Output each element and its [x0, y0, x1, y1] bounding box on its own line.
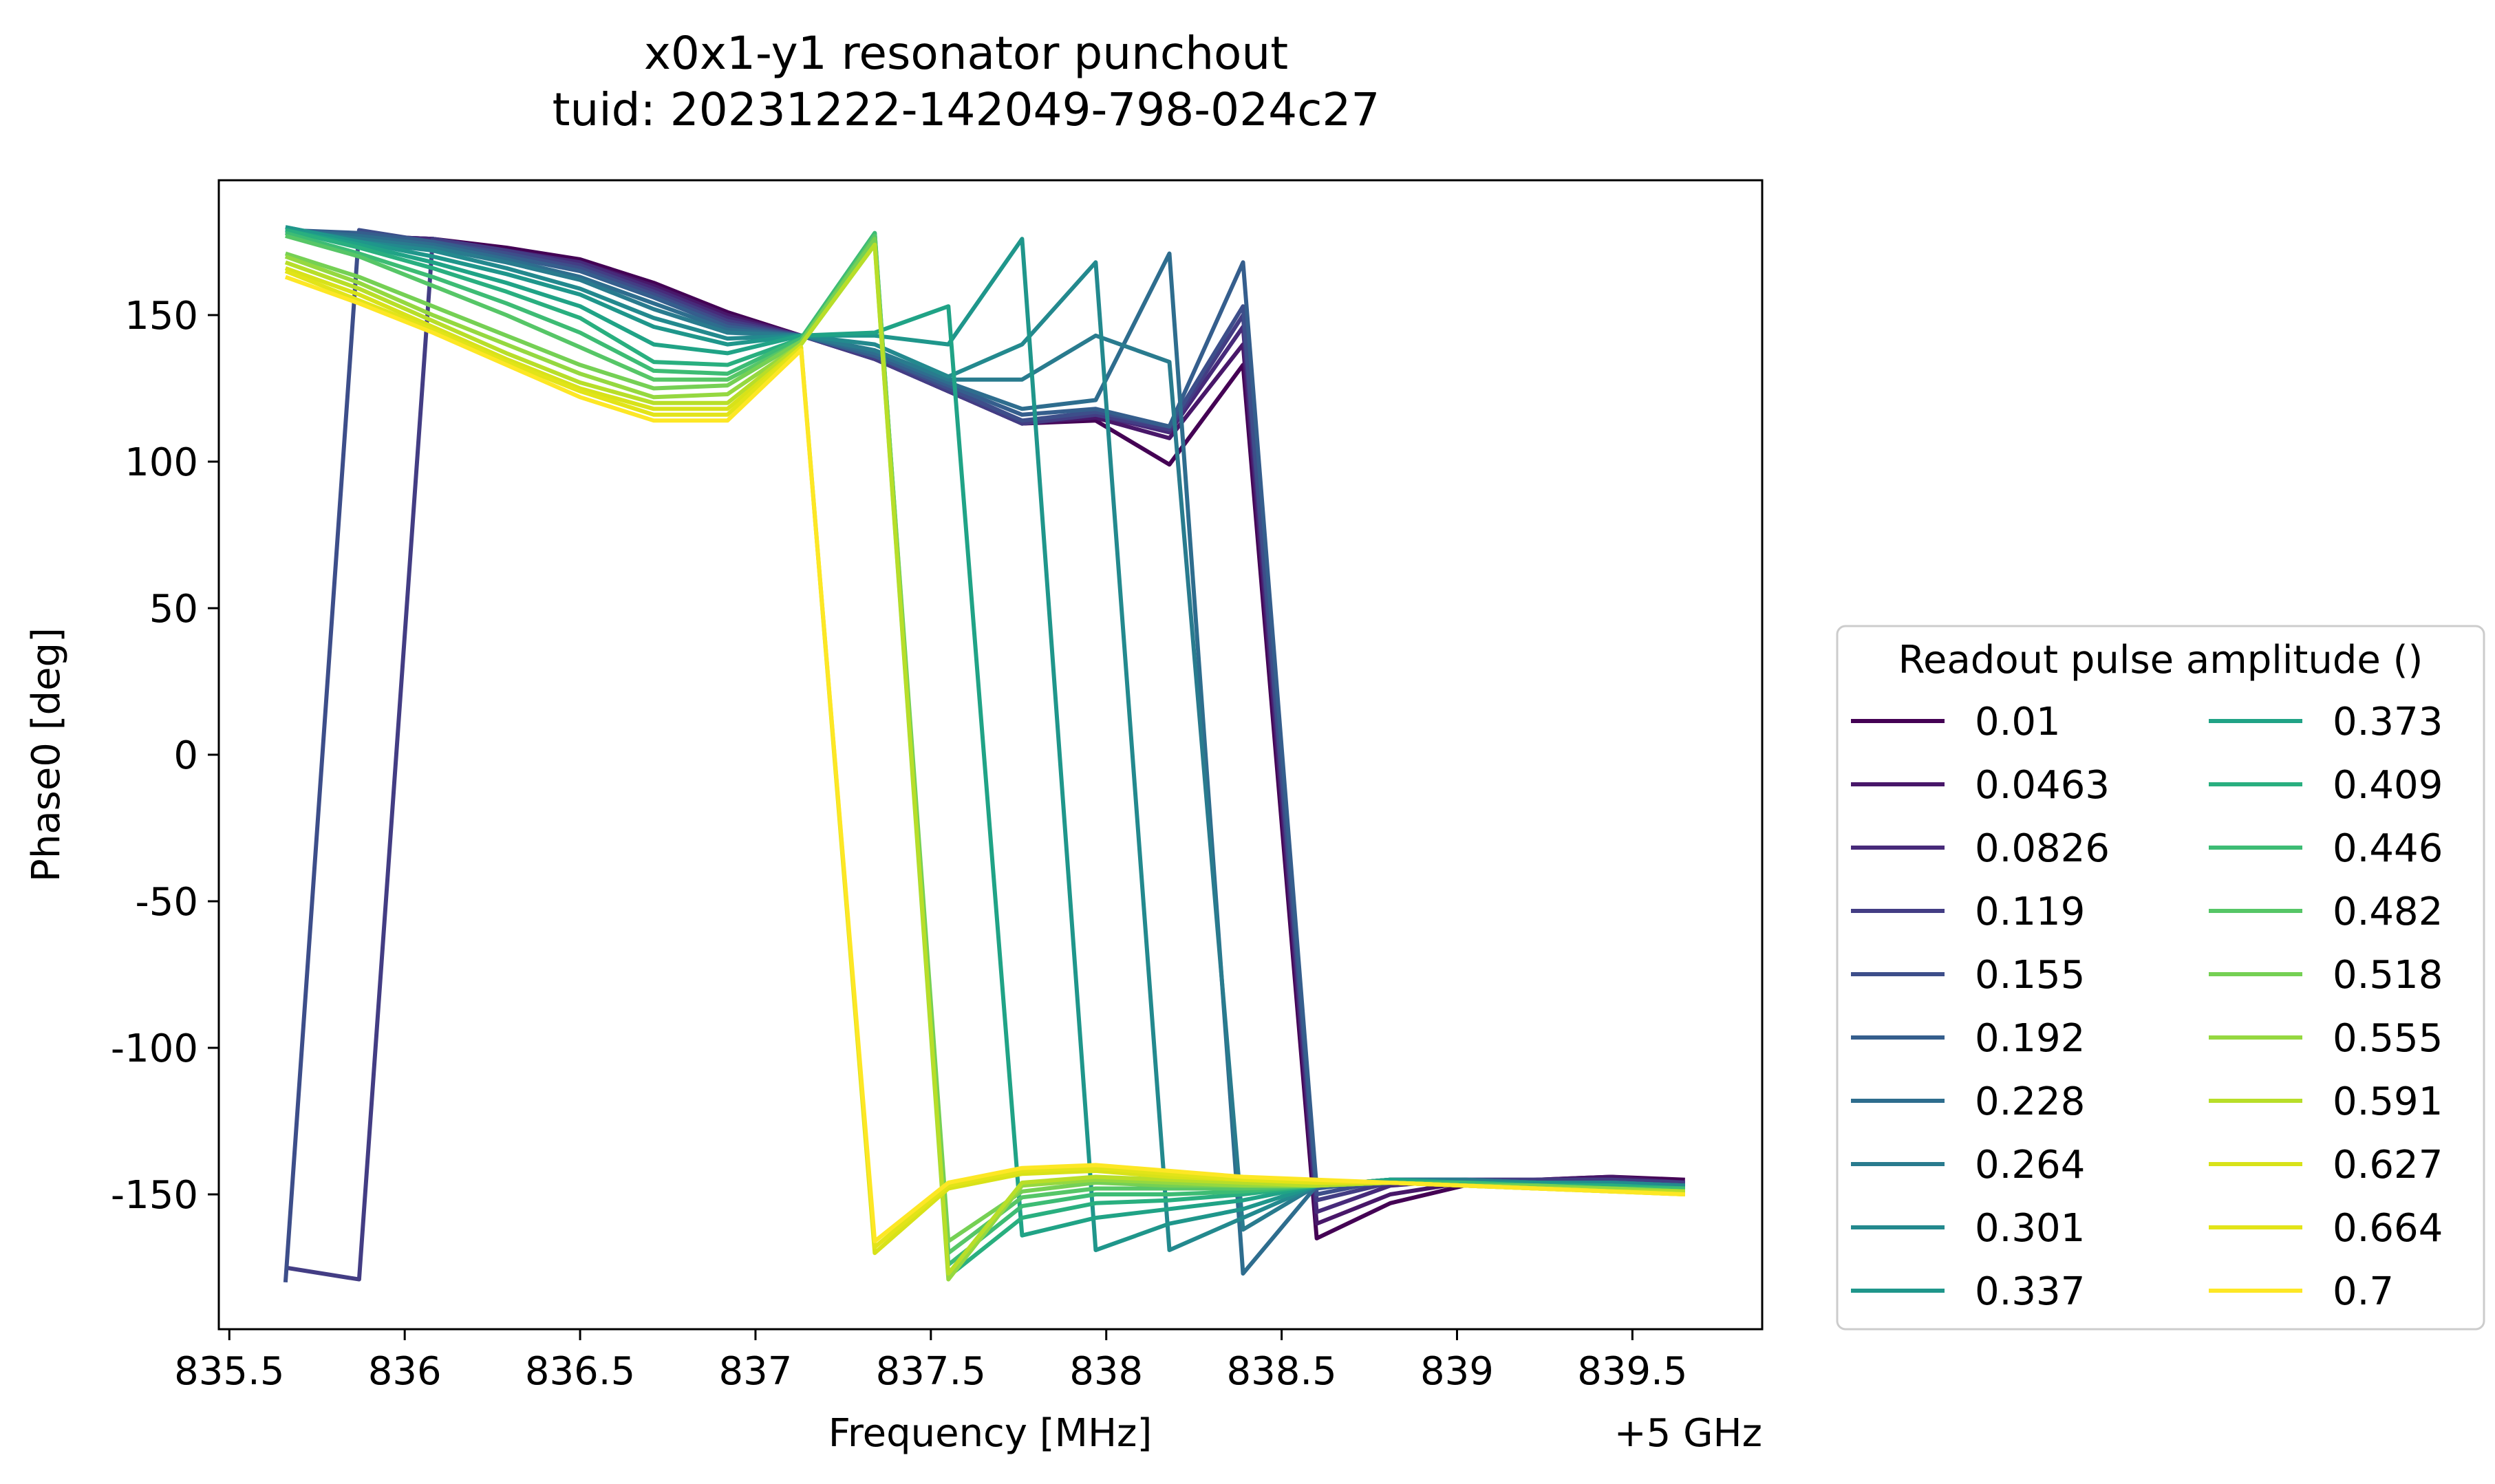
x-axis-offset-label: +5 GHz — [1614, 1411, 1762, 1456]
legend-label: 0.155 — [1975, 953, 2085, 998]
x-axis-label: Frequency [MHz] — [828, 1411, 1153, 1456]
y-tick-label: -100 — [111, 1026, 198, 1071]
legend-label: 0.627 — [2333, 1143, 2443, 1187]
y-tick-label: 100 — [125, 440, 198, 485]
x-tick-label: 838.5 — [1226, 1349, 1336, 1394]
legend-label: 0.119 — [1975, 890, 2085, 934]
legend-label: 0.192 — [1975, 1016, 2085, 1061]
legend-label: 0.518 — [2333, 953, 2443, 998]
legend-label: 0.591 — [2333, 1079, 2443, 1124]
legend-label: 0.0826 — [1975, 826, 2110, 871]
series-line-7 — [285, 228, 1685, 1232]
legend-title: Readout pulse amplitude () — [1898, 638, 2423, 682]
x-tick-label: 839.5 — [1577, 1349, 1687, 1394]
legend-label: 0.482 — [2333, 890, 2443, 934]
y-tick-label: -50 — [136, 880, 198, 925]
legend-label: 0.228 — [1975, 1079, 2085, 1124]
legend-label: 0.664 — [2333, 1206, 2443, 1251]
legend-label: 0.0463 — [1975, 763, 2110, 808]
x-tick-label: 835.5 — [174, 1349, 284, 1394]
y-axis-label: Phase0 [deg] — [24, 627, 69, 882]
x-tick-label: 837 — [719, 1349, 793, 1394]
x-axis-ticks: 835.5 836 836.5 837 837.5 838 838.5 839 839.5 — [174, 1329, 1688, 1394]
x-tick-label: 838 — [1069, 1349, 1143, 1394]
y-tick-label: 50 — [149, 587, 198, 632]
legend-label: 0.337 — [1975, 1269, 2085, 1314]
legend-label: 0.301 — [1975, 1206, 2085, 1251]
legend-box — [1836, 625, 2485, 1331]
chart-subtitle: tuid: 20231222-142049-798-024c27 — [553, 83, 1380, 136]
legend-label: 0.555 — [2333, 1016, 2443, 1061]
legend-label: 0.446 — [2333, 826, 2443, 871]
chart-title: x0x1-y1 resonator punchout — [644, 27, 1288, 80]
legend-label: 0.264 — [1975, 1143, 2085, 1187]
x-tick-label: 836 — [368, 1349, 442, 1394]
legend-label: 0.7 — [2333, 1269, 2394, 1314]
legend-label: 0.409 — [2333, 763, 2443, 808]
legend-label: 0.373 — [2333, 700, 2443, 744]
series-lines — [283, 225, 1686, 1283]
legend-entries: 0.01 0.0463 0.0826 0.119 0.155 0.192 0.228 0.26… — [1851, 700, 2443, 1314]
plot-area — [219, 180, 1762, 1329]
y-axis-ticks: 150 100 50 0 -50 -100 -150 — [111, 294, 219, 1218]
x-tick-label: 837.5 — [876, 1349, 986, 1394]
y-tick-label: 0 — [173, 733, 198, 778]
legend-label: 0.01 — [1975, 700, 2061, 744]
y-tick-label: 150 — [125, 294, 198, 338]
legend: Readout pulse amplitude () 0.010.04630.0… — [1836, 625, 2485, 1331]
series-line-19 — [284, 275, 1685, 1244]
x-tick-label: 839 — [1420, 1349, 1494, 1394]
y-tick-label: -150 — [111, 1173, 198, 1218]
x-tick-label: 836.5 — [525, 1349, 635, 1394]
